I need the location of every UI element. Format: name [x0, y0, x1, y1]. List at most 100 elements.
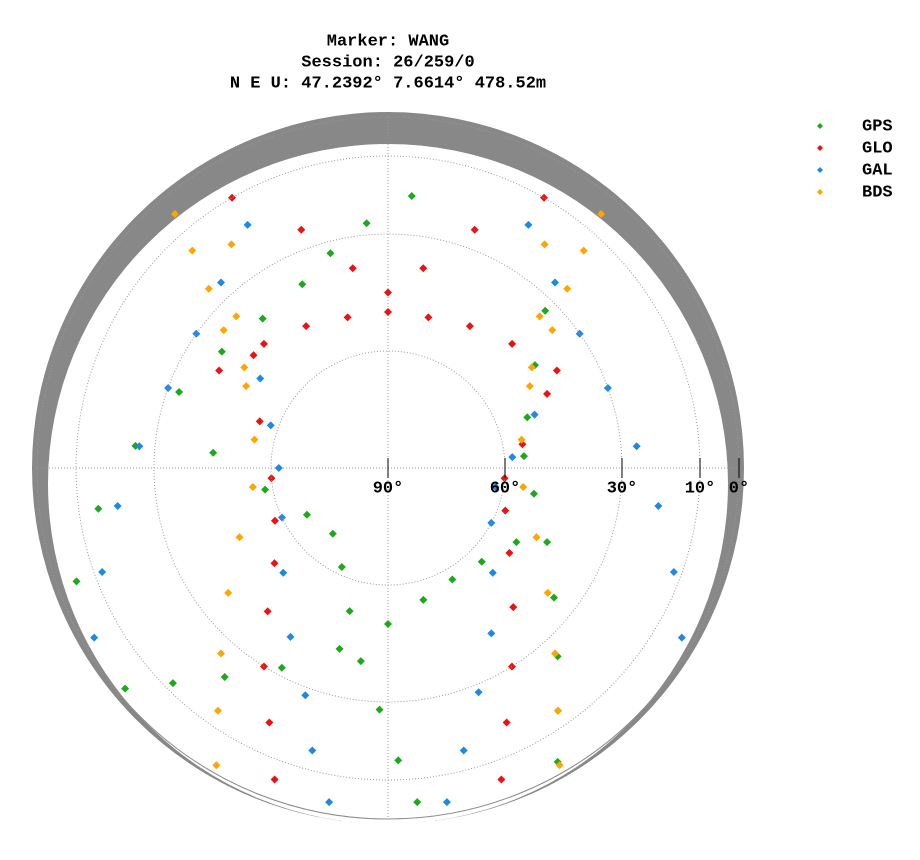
- satellite-point: [597, 210, 606, 219]
- satellite-point: [219, 326, 228, 335]
- satellite-point: [220, 672, 229, 681]
- satellite-point: [543, 389, 552, 398]
- satellite-point: [255, 417, 264, 426]
- satellite-point: [348, 264, 357, 273]
- satellite-point: [509, 603, 518, 612]
- satellite-point: [277, 513, 286, 522]
- satellite-point: [325, 798, 334, 807]
- satellite-point: [235, 533, 244, 542]
- satellite-point: [227, 240, 236, 249]
- satellite-point: [270, 775, 279, 784]
- satellite-point: [335, 644, 344, 653]
- satellite-point: [548, 326, 557, 335]
- satellite-point: [240, 363, 249, 372]
- satellite-point: [274, 464, 283, 472]
- satellite-point: [502, 718, 511, 727]
- legend-label: BDS: [862, 183, 893, 202]
- satellite-point: [243, 220, 252, 229]
- satellite-point: [297, 225, 306, 234]
- satellite-point: [188, 246, 197, 255]
- legend-marker: [817, 145, 823, 151]
- satellite-point: [523, 413, 532, 422]
- satellite-point: [552, 366, 561, 375]
- satellite-point: [94, 504, 103, 513]
- satellite-point: [540, 193, 548, 202]
- satellite-point: [527, 363, 536, 372]
- satellite-point: [192, 329, 201, 338]
- satellite-point: [384, 288, 392, 297]
- satellite-point: [170, 210, 179, 219]
- satellite-point: [470, 225, 479, 234]
- satellite-point: [213, 706, 222, 715]
- satellite-point: [242, 382, 251, 391]
- satellite-point: [250, 435, 259, 444]
- satellite-point: [532, 533, 541, 542]
- title-line: Session: 26/259/0: [301, 53, 474, 72]
- satellite-point: [72, 577, 81, 586]
- satellite-point: [535, 312, 544, 321]
- satellite-point: [501, 506, 510, 515]
- satellite-point: [345, 607, 354, 616]
- satellite-point: [258, 314, 267, 323]
- satellite-point: [90, 633, 99, 642]
- satellite-point: [540, 240, 549, 249]
- satellite-point: [543, 588, 552, 597]
- satellite-point: [543, 538, 552, 547]
- satellite-point: [261, 485, 270, 494]
- satellite-point: [204, 284, 213, 293]
- satellite-point: [328, 529, 337, 538]
- satellite-point: [413, 798, 422, 807]
- satellite-point: [277, 663, 286, 672]
- legend-marker: [817, 167, 823, 173]
- satellite-point: [554, 706, 563, 715]
- satellite-point: [669, 568, 678, 577]
- satellite-point: [512, 538, 521, 547]
- satellite-point: [168, 679, 177, 688]
- satellite-point: [603, 383, 612, 392]
- satellite-point: [263, 607, 272, 616]
- satellite-point: [529, 489, 538, 498]
- satellite-point: [551, 649, 560, 658]
- satellite-point: [394, 756, 403, 765]
- satellite-point: [279, 568, 288, 577]
- satellite-point: [212, 761, 221, 770]
- satellite-point: [549, 593, 558, 602]
- satellite-point: [259, 339, 268, 348]
- satellite-point: [541, 306, 550, 315]
- satellite-point: [266, 421, 275, 430]
- satellite-point: [500, 474, 509, 483]
- satellite-point: [216, 278, 225, 287]
- satellite-point: [384, 308, 392, 316]
- r-tick-label: 90°: [373, 479, 404, 498]
- legend-label: GPS: [862, 117, 893, 136]
- title-line: N E U: 47.2392° 7.6614° 478.52m: [230, 74, 546, 93]
- satellite-point: [508, 453, 517, 462]
- satellite-point: [301, 691, 310, 700]
- satellite-point: [465, 322, 474, 331]
- title-line: Marker: WANG: [327, 32, 449, 51]
- satellite-point: [228, 193, 236, 202]
- satellite-point: [579, 246, 588, 255]
- satellite-point: [519, 452, 528, 461]
- satellite-point: [524, 220, 533, 229]
- satellite-point: [555, 761, 564, 770]
- satellite-point: [270, 516, 279, 525]
- satellite-point: [530, 410, 539, 419]
- satellite-point: [491, 482, 500, 491]
- satellite-point: [375, 705, 384, 714]
- satellite-point: [217, 347, 226, 356]
- satellite-point: [497, 775, 506, 784]
- satellite-point: [256, 374, 265, 383]
- satellite-point: [632, 442, 641, 451]
- satellite-point: [216, 649, 225, 658]
- r-tick-label: 60°: [490, 479, 521, 498]
- satellite-point: [508, 662, 517, 671]
- satellite-point: [488, 568, 497, 577]
- satellite-point: [505, 549, 514, 558]
- satellite-point: [517, 435, 526, 444]
- satellite-point: [175, 387, 184, 396]
- satellite-point: [459, 746, 468, 755]
- satellite-point: [508, 339, 517, 348]
- satellite-point: [248, 482, 257, 491]
